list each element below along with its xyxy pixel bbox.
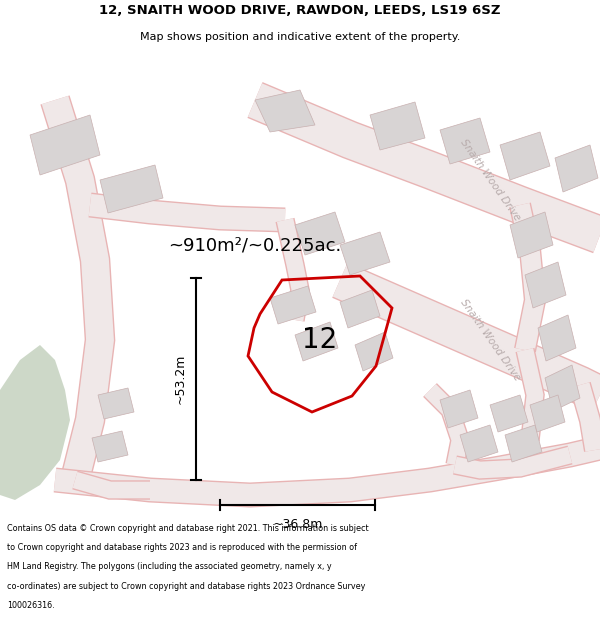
Polygon shape (0, 345, 70, 500)
Polygon shape (500, 132, 550, 180)
Polygon shape (505, 425, 542, 462)
Polygon shape (340, 290, 380, 328)
Polygon shape (460, 425, 498, 462)
Polygon shape (510, 212, 553, 258)
Text: 100026316.: 100026316. (7, 601, 55, 610)
Text: Map shows position and indicative extent of the property.: Map shows position and indicative extent… (140, 32, 460, 43)
Text: ~53.2m: ~53.2m (173, 354, 187, 404)
Text: ~910m²/~0.225ac.: ~910m²/~0.225ac. (169, 236, 341, 254)
Polygon shape (530, 395, 565, 432)
Text: HM Land Registry. The polygons (including the associated geometry, namely x, y: HM Land Registry. The polygons (includin… (7, 562, 332, 571)
Polygon shape (440, 118, 490, 164)
Text: ~36.8m: ~36.8m (272, 519, 323, 531)
Polygon shape (255, 90, 315, 132)
Polygon shape (340, 232, 390, 275)
Text: 12, SNAITH WOOD DRIVE, RAWDON, LEEDS, LS19 6SZ: 12, SNAITH WOOD DRIVE, RAWDON, LEEDS, LS… (99, 4, 501, 18)
Polygon shape (525, 262, 566, 308)
Polygon shape (270, 286, 316, 324)
Text: Snaith Wood Drive: Snaith Wood Drive (458, 138, 522, 222)
Polygon shape (440, 390, 478, 428)
Polygon shape (538, 315, 576, 361)
Polygon shape (295, 212, 345, 255)
Polygon shape (490, 395, 528, 432)
Polygon shape (370, 102, 425, 150)
Polygon shape (100, 165, 163, 213)
Text: Contains OS data © Crown copyright and database right 2021. This information is : Contains OS data © Crown copyright and d… (7, 524, 369, 532)
Polygon shape (92, 431, 128, 462)
Text: Snaith Wood Drive: Snaith Wood Drive (458, 298, 522, 382)
Polygon shape (295, 322, 338, 361)
Text: 12: 12 (302, 326, 338, 354)
Text: co-ordinates) are subject to Crown copyright and database rights 2023 Ordnance S: co-ordinates) are subject to Crown copyr… (7, 581, 365, 591)
Polygon shape (545, 365, 580, 411)
Polygon shape (30, 115, 100, 175)
Text: to Crown copyright and database rights 2023 and is reproduced with the permissio: to Crown copyright and database rights 2… (7, 543, 357, 552)
Polygon shape (355, 332, 393, 371)
Polygon shape (98, 388, 134, 419)
Polygon shape (555, 145, 598, 192)
